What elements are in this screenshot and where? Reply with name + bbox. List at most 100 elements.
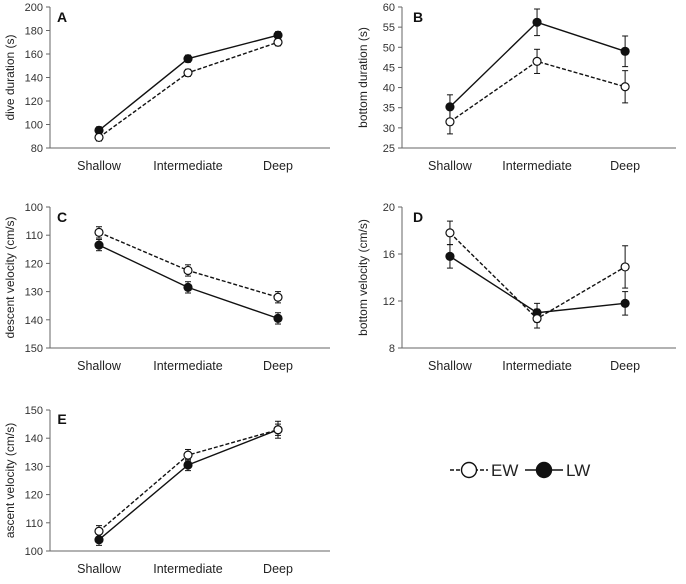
legend-marker xyxy=(535,461,553,479)
legend-item-lw: LW xyxy=(525,461,590,480)
data-point xyxy=(532,56,542,66)
y-tick-label: 200 xyxy=(25,2,43,14)
data-point xyxy=(273,313,283,323)
data-point xyxy=(183,265,193,276)
series-lw xyxy=(94,420,283,546)
data-point xyxy=(445,117,455,127)
y-tick-label: 45 xyxy=(383,62,395,74)
y-tick-label: 130 xyxy=(25,461,43,473)
data-point xyxy=(183,54,193,64)
y-tick-label: 120 xyxy=(25,490,43,502)
x-category-label: Intermediate xyxy=(502,359,572,373)
series-ew xyxy=(445,220,630,329)
y-tick-label: 130 xyxy=(25,287,43,299)
y-tick-label: 100 xyxy=(25,202,43,214)
data-point xyxy=(532,17,542,27)
y-tick-label: 12 xyxy=(383,296,395,308)
y-tick-label: 120 xyxy=(25,96,43,108)
legend: EW LW xyxy=(450,461,590,480)
y-tick-label: 150 xyxy=(25,343,43,355)
data-point xyxy=(445,251,455,261)
data-point xyxy=(620,46,630,56)
data-point xyxy=(94,132,104,143)
y-axis-label: bottom velocity (cm/s) xyxy=(356,219,370,336)
series-lw xyxy=(94,30,283,135)
y-tick-label: 150 xyxy=(25,405,43,417)
data-point xyxy=(620,298,630,308)
y-tick-label: 30 xyxy=(383,123,395,135)
data-point xyxy=(183,460,193,470)
x-category-label: Intermediate xyxy=(153,159,223,173)
y-tick-label: 140 xyxy=(25,433,43,445)
x-category-label: Deep xyxy=(263,159,293,173)
x-category-label: Shallow xyxy=(428,359,473,373)
y-tick-label: 20 xyxy=(383,202,395,214)
y-tick-label: 50 xyxy=(383,42,395,54)
y-tick-label: 35 xyxy=(383,103,395,115)
data-point xyxy=(94,240,104,250)
y-tick-label: 160 xyxy=(25,49,43,61)
panel-label: A xyxy=(57,9,67,25)
data-point xyxy=(273,425,283,435)
y-tick-label: 16 xyxy=(383,249,395,261)
y-axis-label: descent velocity (cm/s) xyxy=(3,216,17,338)
data-point xyxy=(94,227,104,237)
panel-label: B xyxy=(413,9,423,25)
panel-c: 100 110 120 130 140 150 Shallow Intermediate Dee… xyxy=(3,202,330,373)
y-tick-label: 100 xyxy=(25,120,43,132)
y-tick-label: 110 xyxy=(25,230,43,242)
y-tick-label: 180 xyxy=(25,26,43,38)
data-point xyxy=(183,282,193,292)
data-point xyxy=(183,450,193,460)
y-tick-label: 55 xyxy=(383,22,395,34)
x-category-label: Deep xyxy=(610,359,640,373)
panel-label: E xyxy=(57,411,66,427)
x-category-label: Deep xyxy=(610,159,640,173)
x-category-label: Intermediate xyxy=(153,359,223,373)
x-category-label: Shallow xyxy=(77,359,122,373)
data-point xyxy=(532,314,542,324)
legend-item-ew: EW xyxy=(450,461,518,480)
x-category-label: Shallow xyxy=(77,562,122,576)
data-point xyxy=(94,526,104,536)
y-tick-label: 8 xyxy=(389,343,395,355)
y-axis-label: dive duration (s) xyxy=(3,34,17,120)
y-tick-label: 25 xyxy=(383,143,395,155)
panel-e: 100 110 120 130 140 150 Shallow Intermediate Dee… xyxy=(3,405,330,576)
x-category-label: Shallow xyxy=(428,159,473,173)
panel-b: 25 30 35 40 45 50 55 60 Shallow Intermediate Deep b… xyxy=(356,2,676,173)
panel-d: 8 12 16 20 Shallow Intermediate Deep bottom vel… xyxy=(356,202,676,373)
y-tick-label: 60 xyxy=(383,2,395,14)
x-category-label: Deep xyxy=(263,359,293,373)
panel-a: 80 100 120 140 160 180 200 Shallow Intermediate D… xyxy=(3,2,330,173)
data-point xyxy=(273,37,283,47)
series-ew xyxy=(94,423,283,538)
series-ew xyxy=(94,226,283,304)
y-axis-label: ascent velocity (cm/s) xyxy=(3,423,17,538)
legend-label: LW xyxy=(566,461,590,480)
y-tick-label: 140 xyxy=(25,73,43,85)
data-point xyxy=(445,228,455,238)
x-category-label: Intermediate xyxy=(153,562,223,576)
y-tick-label: 80 xyxy=(31,143,43,155)
x-category-label: Deep xyxy=(263,562,293,576)
legend-marker xyxy=(460,461,478,479)
series-ew xyxy=(94,37,283,143)
y-tick-label: 120 xyxy=(25,258,43,270)
data-point xyxy=(183,68,193,78)
series-ew xyxy=(445,48,630,135)
y-tick-label: 140 xyxy=(25,315,43,327)
panel-label: D xyxy=(413,209,423,225)
series-line xyxy=(98,429,279,541)
series-line xyxy=(98,34,279,131)
x-category-label: Intermediate xyxy=(502,159,572,173)
series-lw xyxy=(94,238,283,325)
data-point xyxy=(620,82,630,92)
y-axis-label: bottom duration (s) xyxy=(356,27,370,128)
legend-label: EW xyxy=(491,461,518,480)
data-point xyxy=(620,262,630,272)
y-tick-label: 100 xyxy=(25,546,43,558)
y-tick-label: 110 xyxy=(25,518,43,530)
x-category-label: Shallow xyxy=(77,159,122,173)
